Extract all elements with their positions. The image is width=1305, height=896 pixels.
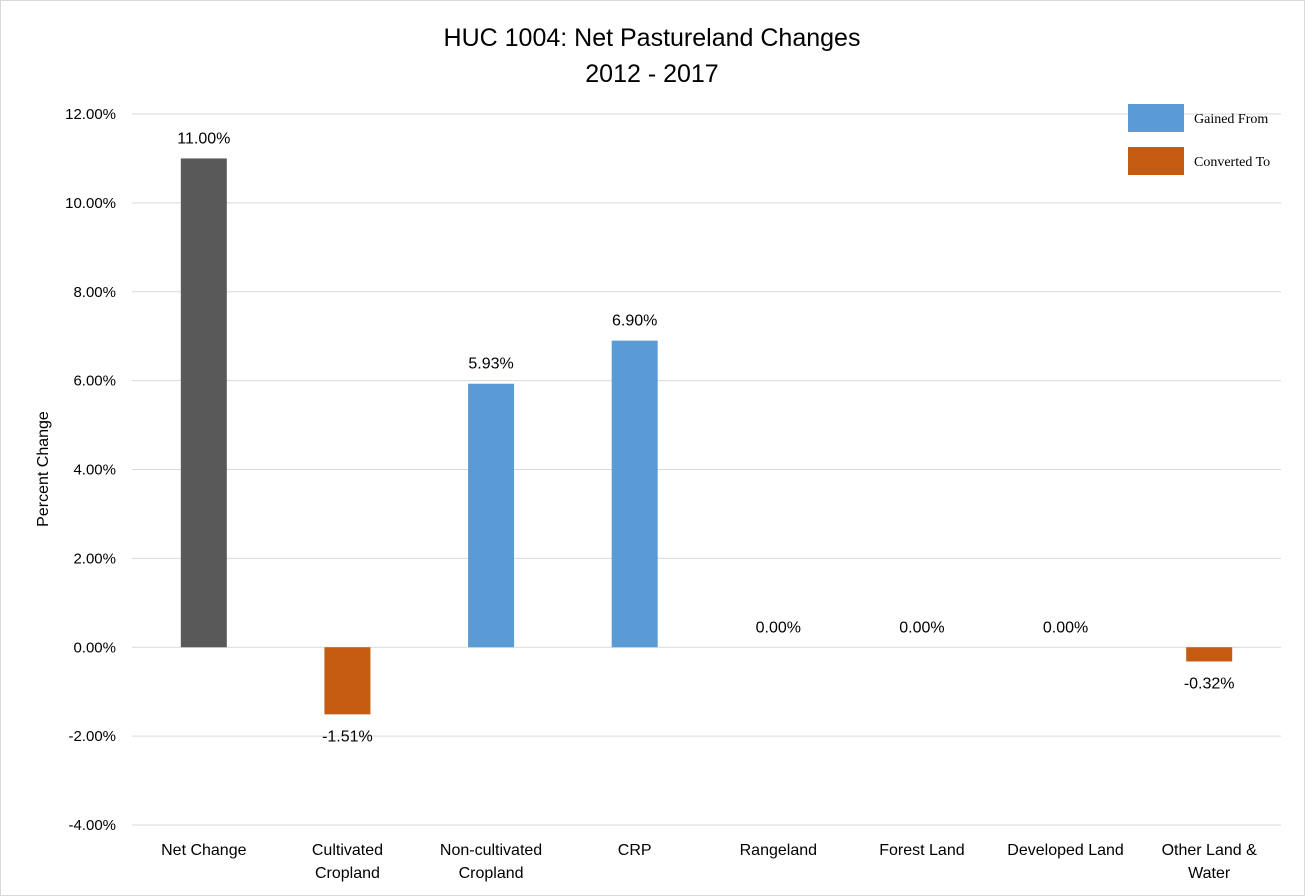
data-label-2: 5.93% [468,356,513,373]
legend-label-1: Converted To [1194,155,1270,170]
bar-0 [180,158,227,648]
category-label-6: Developed Land [1007,842,1124,859]
data-label-0: 11.00% [177,130,230,147]
data-label-3: 6.90% [612,313,657,330]
legend-label-0: Gained From [1194,112,1268,127]
bars [180,158,1233,715]
y-tick-label-5: 2.00% [73,550,116,567]
category-label-5: Forest Land [879,842,964,859]
y-tick-label-1: 10.00% [65,195,116,212]
category-label-3: CRP [618,842,652,859]
y-tick-label-3: 6.00% [73,373,116,390]
y-tick-label-8: -4.00% [68,817,116,834]
data-label-1: -1.51% [322,728,373,745]
legend: Gained From Converted To [1128,104,1270,175]
legend-swatch-1 [1128,147,1184,175]
y-axis-ticks: 12.00% 10.00% 8.00% 6.00% 4.00% 2.00% 0.00% -2.… [65,106,116,834]
category-label-4: Rangeland [740,842,817,859]
data-label-6: 0.00% [1043,619,1088,636]
data-label-5: 0.00% [899,619,944,636]
bar-7 [1186,647,1233,662]
bar-2 [468,383,515,648]
chart-title: HUC 1004: Net Pastureland Changes [444,24,861,52]
bar-3 [611,340,658,648]
data-labels: 11.00% -1.51% 5.93% 6.90% 0.00% 0.00% 0.00% -0.… [177,130,1234,745]
gridlines [132,113,1281,826]
chart-subtitle: 2012 - 2017 [585,60,718,88]
category-label-2: Non-cultivated Cropland [440,842,542,882]
data-label-7: -0.32% [1184,675,1235,692]
category-labels: Net Change Cultivated Cropland Non-cultivat… [161,842,1257,882]
y-axis-label: Percent Change [35,411,52,527]
y-tick-label-4: 4.00% [73,462,116,479]
y-tick-label-6: 0.00% [73,639,116,656]
legend-swatch-0 [1128,104,1184,132]
category-label-7: Other Land & Water [1162,842,1258,882]
category-label-1: Cultivated Cropland [312,842,383,882]
y-tick-label-7: -2.00% [68,728,116,745]
bar-1 [324,647,371,715]
data-label-4: 0.00% [756,619,801,636]
category-label-0: Net Change [161,842,246,859]
y-tick-label-2: 8.00% [73,284,116,301]
y-tick-label-0: 12.00% [65,106,116,123]
